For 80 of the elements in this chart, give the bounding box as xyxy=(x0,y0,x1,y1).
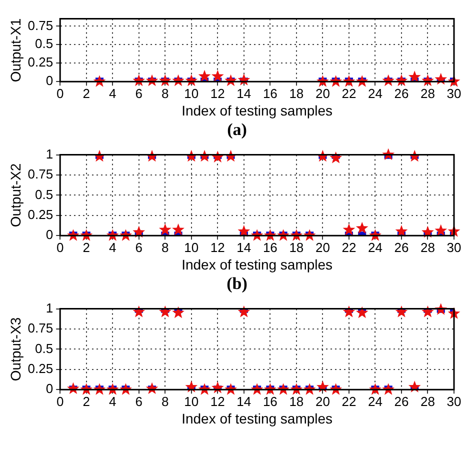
x-tick-label: 12 xyxy=(210,240,225,255)
x-tick-label: 26 xyxy=(394,86,409,101)
x-tick-label: 18 xyxy=(289,86,304,101)
x-tick-label: 26 xyxy=(394,240,409,255)
x-tick-label: 8 xyxy=(162,240,169,255)
x-axis-title: Index of testing samples xyxy=(182,256,333,272)
x-tick-label: 6 xyxy=(135,240,142,255)
x-tick-label: 20 xyxy=(315,394,330,409)
x-tick-label: 16 xyxy=(262,240,278,255)
y-tick-label: 0.25 xyxy=(28,360,54,376)
y-axis-title: Output-X2 xyxy=(7,163,24,228)
x-tick-label: 30 xyxy=(446,240,462,255)
point xyxy=(422,226,434,238)
point xyxy=(67,382,80,394)
x-tick-label: 6 xyxy=(135,394,142,409)
y-tick-label: 0.75 xyxy=(28,18,54,33)
x-tick-label: 26 xyxy=(394,394,409,409)
x-tick-label: 8 xyxy=(162,86,169,101)
y-tick-label: 0.5 xyxy=(35,340,54,356)
x-tick-label: 18 xyxy=(289,394,304,409)
x-tick-label: 14 xyxy=(236,394,252,409)
x-tick-label: 22 xyxy=(342,394,356,409)
y-tick-label: 0 xyxy=(46,227,54,242)
x-tick-label: 10 xyxy=(184,86,199,101)
x-tick-label: 20 xyxy=(315,86,330,101)
point xyxy=(434,224,448,236)
x-tick-label: 10 xyxy=(184,394,199,409)
x-tick-label: 20 xyxy=(315,240,330,255)
x-tick-label: 14 xyxy=(236,240,252,255)
point xyxy=(395,225,408,237)
x-tick-label: 0 xyxy=(56,86,64,101)
x-tick-label: 18 xyxy=(289,240,304,255)
x-tick-label: 2 xyxy=(82,240,90,255)
y-tick-label: 0.75 xyxy=(28,320,54,336)
y-tick-label: 0.5 xyxy=(35,36,54,52)
x-tick-label: 22 xyxy=(342,86,356,101)
x-tick-label: 16 xyxy=(262,394,278,409)
x-tick-label: 4 xyxy=(109,240,116,255)
x-axis-title: Index of testing samples xyxy=(182,102,333,118)
x-tick-label: 30 xyxy=(446,86,462,101)
x-tick-label: 2 xyxy=(82,394,90,409)
x-tick-label: 24 xyxy=(368,86,382,101)
x-tick-label: 6 xyxy=(135,86,142,101)
x-tick-label: 0 xyxy=(56,394,64,409)
point xyxy=(172,223,184,236)
y-tick-label: 0 xyxy=(46,73,54,88)
x-tick-label: 16 xyxy=(262,86,278,101)
x-tick-label: 4 xyxy=(109,394,116,409)
point xyxy=(158,223,172,236)
x-tick-label: 12 xyxy=(210,86,225,101)
y-tick-label: 0.75 xyxy=(28,166,54,182)
x-tick-label: 14 xyxy=(236,86,252,101)
y-axis-title: Output-X3 xyxy=(7,317,24,382)
point xyxy=(356,222,368,234)
y-tick-label: 0 xyxy=(46,381,54,396)
x-tick-label: 0 xyxy=(56,240,64,255)
text: (a) xyxy=(226,120,248,140)
text: (b) xyxy=(226,274,248,294)
y-tick-label: 1 xyxy=(46,146,54,162)
x-tick-label: 2 xyxy=(82,86,90,101)
x-tick-label: 10 xyxy=(184,240,199,255)
x-tick-label: 28 xyxy=(420,394,435,409)
x-tick-label: 28 xyxy=(420,86,435,101)
point xyxy=(132,226,146,238)
x-axis-title: Index of testing samples xyxy=(182,410,333,426)
x-tick-label: 4 xyxy=(109,86,116,101)
x-tick-label: 22 xyxy=(342,240,356,255)
x-tick-label: 28 xyxy=(420,240,435,255)
point xyxy=(238,225,250,237)
point xyxy=(342,223,356,236)
y-axis-title: Output-X1 xyxy=(7,18,24,82)
y-tick-label: 0.25 xyxy=(28,206,54,222)
x-tick-label: 8 xyxy=(162,394,169,409)
x-tick-label: 24 xyxy=(368,394,382,409)
y-tick-label: 1 xyxy=(46,300,54,316)
x-tick-label: 24 xyxy=(368,240,382,255)
y-tick-label: 0.25 xyxy=(28,54,54,70)
x-tick-label: 12 xyxy=(210,394,225,409)
x-tick-label: 30 xyxy=(446,394,462,409)
y-tick-label: 0.5 xyxy=(35,186,54,202)
